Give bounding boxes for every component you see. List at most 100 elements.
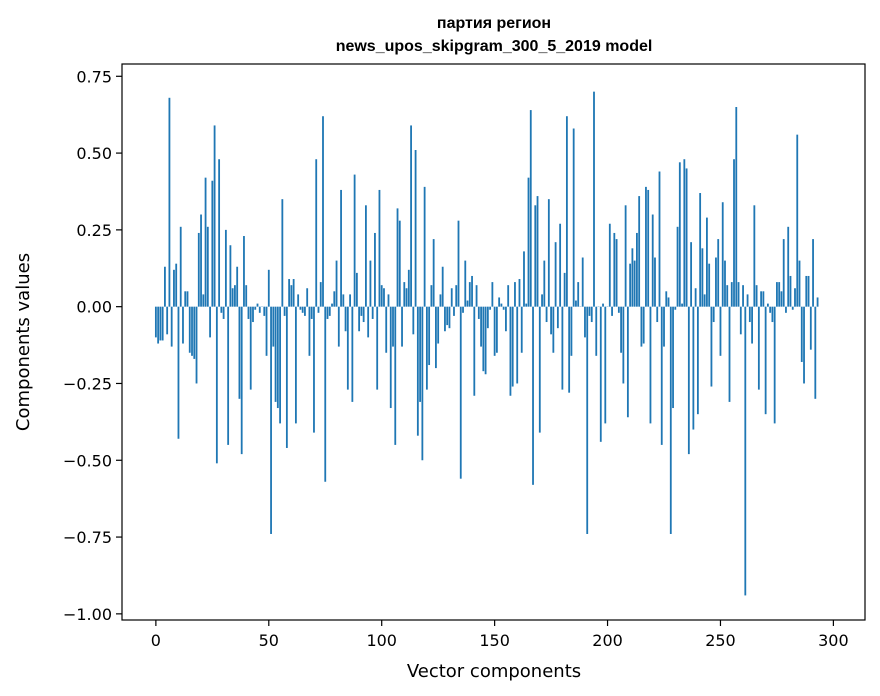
bar: [683, 159, 686, 307]
bar: [584, 306, 586, 338]
bar: [444, 306, 446, 332]
bar: [581, 257, 584, 307]
bar: [324, 306, 327, 482]
bar: [457, 220, 460, 307]
bar: [771, 306, 774, 323]
bar: [719, 306, 722, 356]
bar: [572, 128, 575, 307]
bar: [222, 306, 225, 319]
chart-title-line-1: партия регион: [437, 15, 551, 32]
bar: [315, 159, 318, 307]
bar: [724, 260, 726, 307]
bar: [604, 306, 607, 424]
y-tick-label: −0.75: [63, 528, 112, 547]
bar: [776, 282, 778, 307]
bar: [800, 306, 803, 362]
bar: [170, 306, 173, 347]
bar: [317, 306, 320, 313]
x-tick-label: 50: [259, 631, 279, 650]
bar: [789, 275, 792, 307]
bar: [462, 306, 464, 313]
bar: [396, 208, 399, 307]
bar: [785, 306, 787, 313]
bar: [638, 196, 641, 307]
bar: [550, 306, 552, 335]
bar: [464, 260, 467, 307]
bar: [421, 306, 424, 461]
bar: [358, 306, 361, 332]
bar: [441, 266, 444, 307]
bar: [694, 288, 697, 307]
bar: [552, 306, 555, 353]
bar: [651, 214, 654, 307]
bar: [166, 306, 169, 335]
bar: [787, 226, 790, 307]
bar: [782, 239, 785, 307]
bar: [195, 306, 198, 384]
bar: [200, 214, 202, 307]
bar: [726, 285, 729, 307]
bar: [814, 306, 817, 399]
bar: [807, 275, 810, 307]
bar: [331, 303, 333, 307]
bar: [636, 232, 638, 307]
bar: [353, 174, 356, 307]
bar: [342, 294, 345, 307]
bar: [509, 306, 512, 396]
bar: [154, 306, 157, 338]
bar: [249, 306, 252, 390]
bar: [335, 260, 338, 307]
bar: [753, 205, 756, 307]
bar: [742, 285, 744, 307]
bar: [360, 306, 363, 316]
bar: [471, 275, 473, 307]
bar: [798, 260, 801, 307]
bar: [376, 306, 379, 390]
bar: [398, 220, 401, 307]
bar: [410, 125, 412, 307]
bar: [514, 282, 516, 307]
bar: [385, 306, 388, 353]
bar: [403, 282, 406, 307]
bar: [593, 91, 595, 307]
bar: [204, 177, 207, 307]
bar: [663, 306, 665, 347]
bar: [645, 186, 647, 307]
bar: [455, 285, 458, 307]
bar: [428, 306, 431, 366]
bar: [561, 306, 564, 390]
bar: [333, 291, 336, 307]
bar: [177, 306, 180, 439]
bar: [615, 239, 618, 307]
bar: [620, 306, 622, 353]
bar: [416, 306, 419, 436]
bar: [310, 306, 313, 319]
bar: [211, 180, 214, 307]
bar: [685, 168, 688, 307]
bar: [658, 171, 661, 307]
bar: [586, 306, 589, 534]
bar: [209, 306, 211, 338]
bar: [218, 159, 221, 307]
bar: [304, 306, 306, 316]
bar: [523, 251, 525, 307]
bar: [629, 263, 632, 307]
bar: [665, 291, 668, 307]
bars-group: [154, 91, 819, 596]
bar: [274, 306, 277, 402]
bar: [186, 291, 189, 307]
bar: [624, 205, 627, 307]
bar: [270, 306, 272, 534]
y-axis-ticks: 0.75 0.50 0.25 0.00 −0.25 −0.50 −0.75 −1.00: [63, 67, 122, 624]
bar: [459, 306, 462, 479]
bar: [313, 306, 315, 433]
bar: [265, 306, 268, 356]
bar: [733, 159, 735, 307]
bar: [525, 303, 528, 307]
bar: [346, 306, 349, 390]
bar: [263, 306, 266, 316]
bar: [816, 297, 819, 307]
bar: [468, 282, 471, 307]
bar: [721, 202, 724, 307]
